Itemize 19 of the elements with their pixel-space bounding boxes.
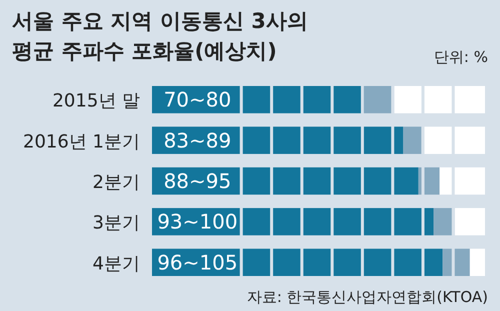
chart-title: 서울 주요 지역 이동통신 3사의 평균 주파수 포화율(예상치)	[12, 9, 308, 63]
data-label: 83~89	[164, 128, 232, 152]
bar	[403, 126, 422, 154]
bar	[440, 167, 485, 195]
bar	[454, 208, 485, 236]
bar	[470, 248, 485, 276]
y-tick-label: 3분기	[92, 212, 140, 234]
data-label: 93~100	[157, 210, 238, 234]
data-label: 70~80	[164, 88, 232, 112]
bar	[442, 248, 470, 276]
y-tick-label: 4분기	[92, 253, 140, 274]
y-tick-label: 2016년 1분기	[23, 131, 140, 152]
text: 단위: %	[434, 48, 488, 66]
y-tick-label: 2분기	[92, 172, 140, 193]
bar	[394, 86, 485, 114]
data-label: 96~105	[157, 250, 238, 274]
y-tick-label: 2015년 말	[52, 90, 140, 112]
data-label: 88~95	[164, 169, 232, 193]
text: 자료: 한국통신사업자연합회(KTOA)	[246, 288, 488, 306]
